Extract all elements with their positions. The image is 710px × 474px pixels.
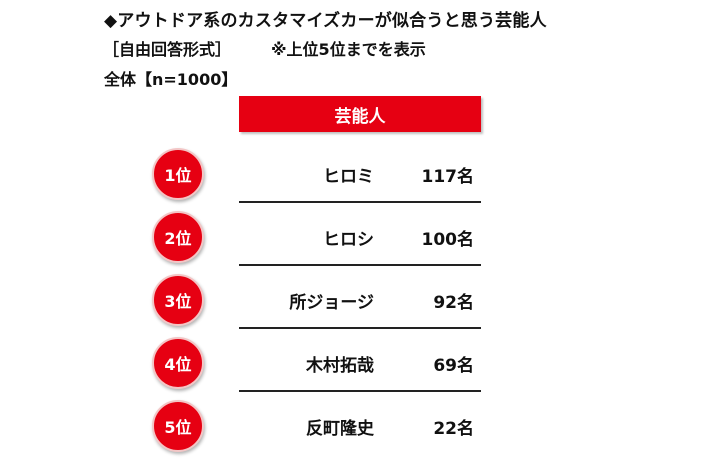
vote-count: 69名 <box>433 356 474 376</box>
celebrity-name: ヒロミ <box>323 167 374 187</box>
vote-count: 100名 <box>421 230 475 250</box>
answer-format-label: ［自由回答形式］ <box>103 40 232 59</box>
rank-badge: 3位 <box>152 274 204 326</box>
celebrity-name: 木村拓哉 <box>306 356 374 376</box>
celebrity-name: 反町隆史 <box>306 419 374 439</box>
rank-badge: 2位 <box>152 211 204 263</box>
row-divider <box>239 327 481 329</box>
row-divider <box>239 201 481 203</box>
ranking-row: 1位 ヒロミ 117名 <box>0 145 710 203</box>
ranking-row: 4位 木村拓哉 69名 <box>0 334 710 392</box>
ranking-row: 3位 所ジョージ 92名 <box>0 271 710 329</box>
celebrity-name: 所ジョージ <box>289 293 374 313</box>
vote-count: 117名 <box>421 167 475 187</box>
ranking-row: 5位 反町隆史 22名 <box>0 397 710 455</box>
ranking-row: 2位 ヒロシ 100名 <box>0 208 710 266</box>
row-divider <box>239 390 481 392</box>
column-header: 芸能人 <box>239 96 481 132</box>
vote-count: 92名 <box>433 293 474 313</box>
top5-note: ※上位5位までを表示 <box>271 40 426 59</box>
chart-title: ◆アウトドア系のカスタマイズカーが似合うと思う芸能人 <box>104 11 547 31</box>
rank-badge: 5位 <box>152 400 204 452</box>
rank-badge: 4位 <box>152 337 204 389</box>
vote-count: 22名 <box>433 419 474 439</box>
celebrity-name: ヒロシ <box>323 230 374 250</box>
row-divider <box>239 264 481 266</box>
sample-size-label: 全体【n=1000】 <box>104 70 238 89</box>
rank-badge: 1位 <box>152 148 204 200</box>
